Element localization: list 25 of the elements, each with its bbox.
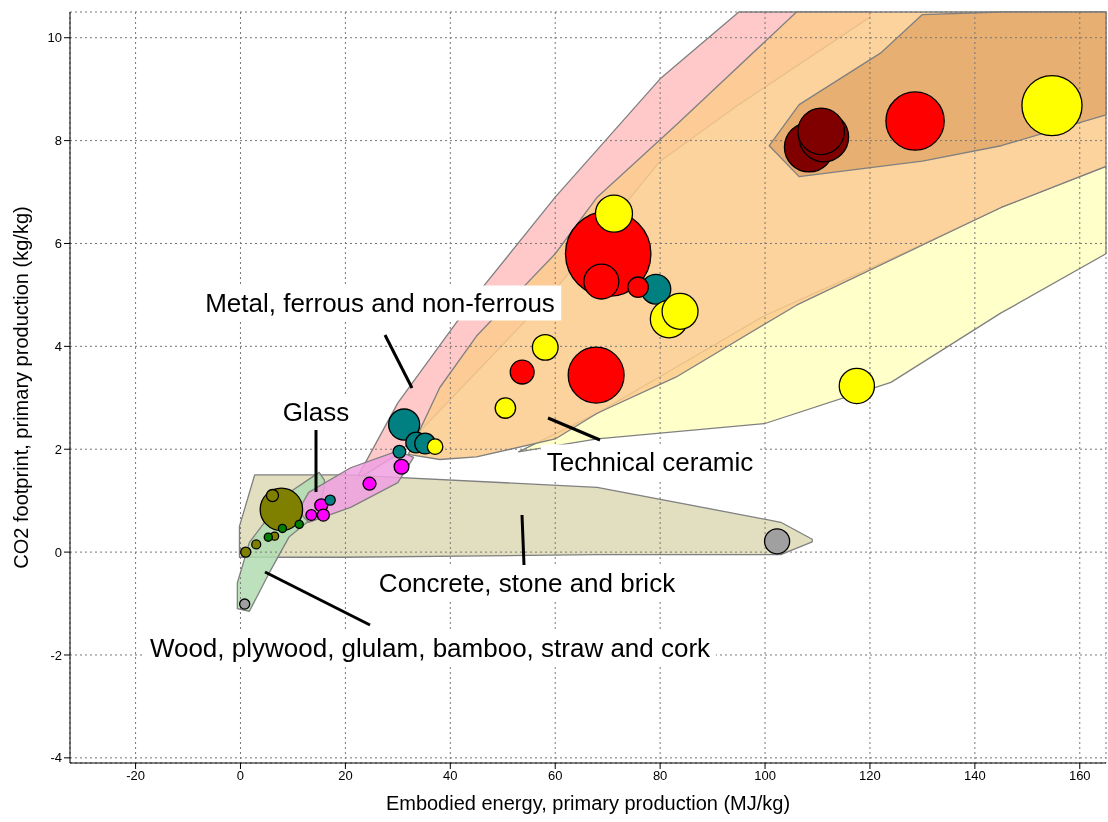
y-tick-label: 4 xyxy=(54,338,62,354)
y-tick-label: 0 xyxy=(54,544,62,560)
annotation: Wood, plywood, glulam, bamboo, straw and cork xyxy=(143,630,717,666)
annotation: Glass xyxy=(276,394,356,430)
x-tick-label: -20 xyxy=(126,768,145,784)
x-tick-label: 140 xyxy=(964,768,986,784)
y-tick-label: -4 xyxy=(50,750,62,766)
y-tick-label: 6 xyxy=(54,236,62,252)
y-tick-label: 10 xyxy=(47,30,62,46)
y-tick-label: 8 xyxy=(54,133,62,149)
x-tick-label: 80 xyxy=(652,768,668,784)
x-tick-label: 0 xyxy=(236,768,245,784)
x-tick-label: 120 xyxy=(859,768,881,784)
x-tick-label: 100 xyxy=(754,768,776,784)
annotation: Metal, ferrous and non-ferrous xyxy=(199,285,561,321)
x-tick-label: 60 xyxy=(547,768,563,784)
x-tick-label: 20 xyxy=(338,768,353,784)
annotation: Technical ceramic xyxy=(540,444,760,480)
y-tick-label: 2 xyxy=(54,441,62,457)
x-tick-label: 160 xyxy=(1068,768,1091,784)
x-axis-title: Embodied energy, primary production (MJ/kg) xyxy=(385,792,791,814)
annotation: Concrete, stone and brick xyxy=(372,565,682,601)
y-tick-label: -2 xyxy=(50,647,62,663)
y-axis-title: CO2 footprint, primary production (kg/kg) xyxy=(10,206,32,569)
x-tick-label: 40 xyxy=(443,768,458,784)
